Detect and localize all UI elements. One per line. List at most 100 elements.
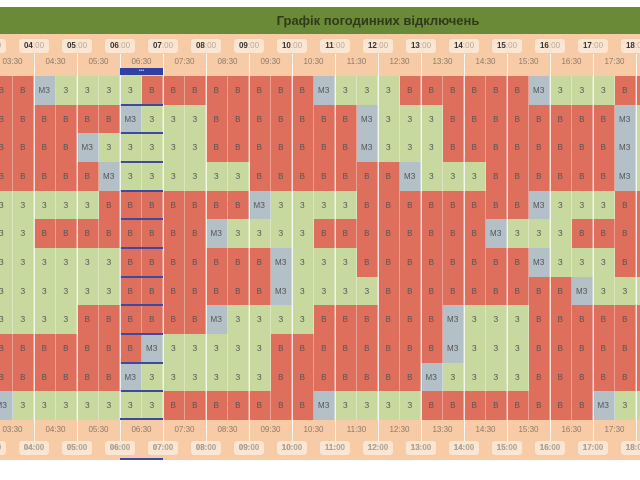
schedule-cell: В: [12, 104, 34, 134]
schedule-cell: В: [335, 104, 357, 134]
schedule-cell: В: [528, 362, 550, 392]
schedule-cell: З: [335, 276, 357, 306]
schedule-cell: З: [270, 190, 292, 220]
schedule-cell: З: [421, 133, 443, 163]
schedule-cell: З: [507, 305, 529, 335]
schedule-cell: В: [464, 133, 486, 163]
schedule-cell: З: [485, 362, 507, 392]
hour-number: 12: [367, 41, 377, 50]
hour-label: 06:00: [105, 441, 135, 455]
schedule-cell: З: [12, 391, 34, 420]
hour-number: 06: [109, 41, 119, 50]
schedule-cell: В: [507, 276, 529, 306]
schedule-cell: В: [421, 334, 443, 364]
schedule-cell: В: [249, 104, 271, 134]
hour-label: 08:00: [191, 441, 221, 455]
schedule-cell: В: [206, 276, 228, 306]
hour-gridline: [249, 76, 250, 420]
schedule-cell: З: [184, 362, 206, 392]
hour-divider: [120, 420, 121, 442]
hour-time: 10:00: [281, 443, 303, 452]
schedule-cell: З: [593, 248, 615, 278]
schedule-cell: З: [0, 276, 13, 306]
schedule-cell: В: [313, 219, 335, 249]
schedule-cell: МЗ: [313, 76, 335, 106]
schedule-cell: В: [421, 248, 443, 278]
schedule-cell: МЗ: [98, 162, 120, 192]
schedule-cell: МЗ: [206, 305, 228, 335]
schedule-cell: В: [442, 190, 464, 220]
schedule-cell: МЗ: [356, 133, 378, 163]
half-hour-label: 12:30: [389, 425, 410, 434]
hour-minutes: :00: [591, 41, 604, 50]
schedule-cell: З: [77, 76, 99, 106]
schedule-cell: З: [34, 391, 56, 420]
schedule-cell: В: [528, 391, 550, 420]
schedule-cell: З: [55, 391, 77, 420]
hour-divider: [464, 420, 465, 442]
current-time-row-line: [120, 218, 163, 221]
schedule-cell: В: [292, 391, 314, 420]
schedule-cell: В: [528, 305, 550, 335]
hour-time: 13:00: [410, 443, 432, 452]
schedule-cell: В: [356, 248, 378, 278]
schedule-cell: В: [55, 362, 77, 392]
schedule-cell: В: [421, 391, 443, 420]
schedule-cell: В: [120, 190, 142, 220]
schedule-cell: З: [593, 276, 615, 306]
schedule-cell: В: [163, 190, 185, 220]
schedule-cell: З: [292, 305, 314, 335]
half-hour-label: 09:30: [260, 57, 281, 66]
schedule-cell: В: [120, 248, 142, 278]
schedule-cell: З: [0, 190, 13, 220]
hour-label: 09:00: [234, 441, 264, 455]
schedule-cell: В: [507, 248, 529, 278]
schedule-cell: МЗ: [34, 76, 56, 106]
schedule-cell: В: [378, 248, 400, 278]
schedule-cell: З: [34, 305, 56, 335]
schedule-cell: В: [636, 190, 640, 220]
schedule-cell: З: [12, 305, 34, 335]
hour-label: 12:00: [363, 39, 393, 53]
hour-divider: [378, 54, 379, 76]
current-time-row-line: [120, 275, 163, 278]
schedule-cell: З: [12, 219, 34, 249]
schedule-cell: В: [98, 219, 120, 249]
schedule-cell: З: [292, 190, 314, 220]
schedule-cell: В: [34, 219, 56, 249]
schedule-cell: В: [227, 276, 249, 306]
schedule-cell: З: [0, 305, 13, 335]
schedule-cell: З: [313, 248, 335, 278]
hour-divider: [34, 54, 35, 76]
schedule-cell: МЗ: [399, 162, 421, 192]
hour-time: 03:00: [0, 443, 1, 452]
outage-schedule-grid: ВВМЗЗЗЗЗВВВВВВВВМЗЗЗЗВВВВВВМЗЗЗЗВВВВВВВВ…: [0, 76, 640, 420]
schedule-cell: В: [571, 219, 593, 249]
hour-label: 11:00: [320, 39, 350, 53]
hour-divider: [206, 54, 207, 76]
schedule-cell: З: [270, 305, 292, 335]
schedule-cell: МЗ: [593, 391, 615, 420]
schedule-cell: З: [335, 76, 357, 106]
schedule-cell: В: [12, 162, 34, 192]
schedule-cell: З: [571, 76, 593, 106]
schedule-cell: З: [12, 190, 34, 220]
half-hour-label: 13:30: [432, 57, 453, 66]
hour-number: 11: [325, 41, 334, 50]
hour-label: 15:00: [492, 39, 522, 53]
schedule-cell: З: [227, 162, 249, 192]
schedule-cell: З: [141, 162, 163, 192]
hour-label: 14:00: [449, 441, 479, 455]
schedule-cell: МЗ: [442, 334, 464, 364]
schedule-cell: З: [55, 276, 77, 306]
schedule-cell: З: [120, 133, 142, 163]
schedule-cell: В: [464, 104, 486, 134]
hour-label: 16:00: [535, 441, 565, 455]
hour-time: 07:00: [152, 443, 174, 452]
schedule-cell: З: [249, 219, 271, 249]
schedule-cell: З: [550, 248, 572, 278]
schedule-cell: З: [34, 248, 56, 278]
schedule-cell: З: [163, 104, 185, 134]
hour-minutes: :00: [462, 41, 475, 50]
hour-number: 08: [195, 41, 205, 50]
